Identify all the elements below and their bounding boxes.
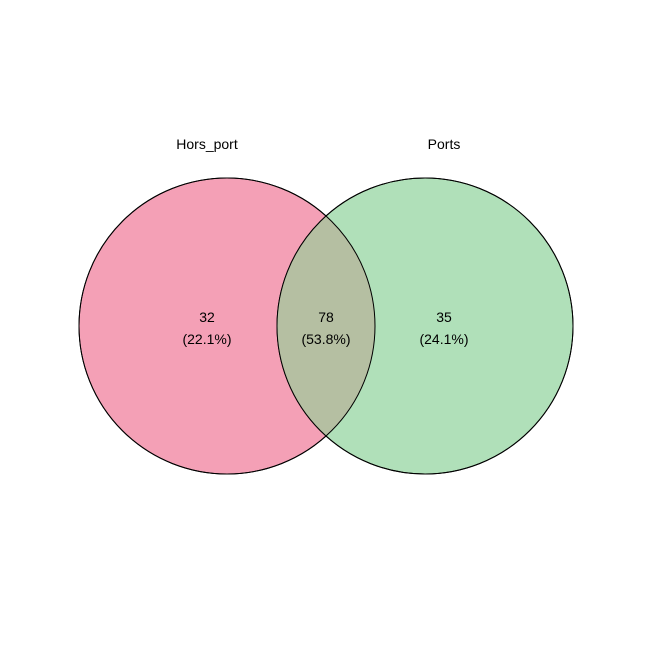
region-right-percent: (24.1%): [419, 331, 468, 347]
set-label-ports: Ports: [428, 136, 461, 152]
set-outline-ports: [276, 177, 574, 475]
region-both-percent: (53.8%): [301, 331, 350, 347]
region-left-percent: (22.1%): [182, 331, 231, 347]
region-right-count: 35: [436, 309, 452, 325]
region-left-count: 32: [199, 309, 215, 325]
set-outline-hors-port: [78, 177, 376, 475]
set-intersection: [277, 178, 375, 474]
region-both-count: 78: [318, 309, 334, 325]
set-label-hors-port: Hors_port: [176, 136, 238, 152]
